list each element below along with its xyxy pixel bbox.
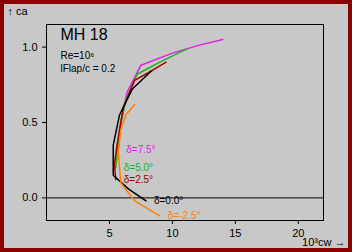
- svg-text:lFlap/c = 0.2: lFlap/c = 0.2: [61, 63, 116, 74]
- svg-text:1.0: 1.0: [22, 41, 37, 53]
- svg-text:MH 18: MH 18: [61, 26, 108, 43]
- svg-text:δ=2.5°: δ=2.5°: [124, 174, 153, 185]
- svg-text:5: 5: [106, 227, 112, 239]
- svg-text:15: 15: [229, 227, 241, 239]
- svg-text:10: 10: [166, 227, 178, 239]
- svg-text:↑ ca: ↑ ca: [8, 5, 29, 17]
- svg-text:δ=0.0°: δ=0.0°: [154, 195, 183, 206]
- svg-text:20: 20: [292, 227, 305, 240]
- svg-text:δ=7.5°: δ=7.5°: [126, 144, 155, 155]
- svg-text:Re=10⁶: Re=10⁶: [61, 50, 95, 61]
- svg-text:δ=-2.5°: δ=-2.5°: [168, 210, 201, 221]
- svg-text:0.5: 0.5: [22, 116, 37, 128]
- svg-text:10³cw →: 10³cw →: [302, 236, 345, 248]
- svg-text:δ=5.0°: δ=5.0°: [124, 162, 153, 173]
- svg-text:0.0: 0.0: [22, 191, 37, 203]
